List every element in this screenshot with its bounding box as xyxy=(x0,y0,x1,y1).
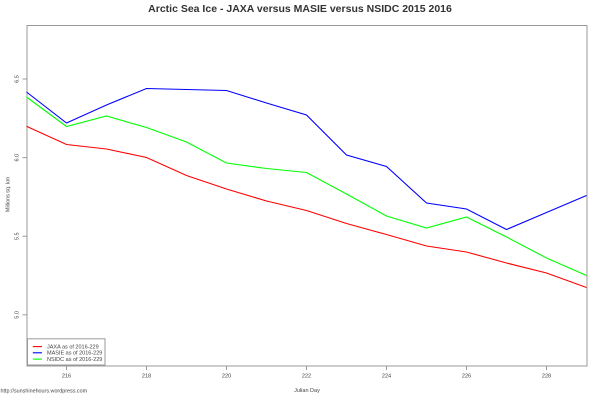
svg-text:226: 226 xyxy=(462,374,471,380)
svg-text:NSIDC as of 2016-229: NSIDC as of 2016-229 xyxy=(47,357,102,363)
svg-text:222: 222 xyxy=(302,374,311,380)
svg-text:JAXA as of 2016-229: JAXA as of 2016-229 xyxy=(47,344,99,350)
svg-text:224: 224 xyxy=(382,374,391,380)
svg-text:6.5: 6.5 xyxy=(15,75,21,83)
svg-text:http://sunshinehours.wordpress: http://sunshinehours.wordpress.com xyxy=(1,389,88,395)
svg-text:Millions sq. km: Millions sq. km xyxy=(5,176,11,212)
svg-text:220: 220 xyxy=(222,374,231,380)
svg-text:Arctic Sea Ice - JAXA versus M: Arctic Sea Ice - JAXA versus MASIE versu… xyxy=(148,3,452,15)
svg-text:5.0: 5.0 xyxy=(15,311,21,319)
svg-text:228: 228 xyxy=(542,374,551,380)
svg-text:216: 216 xyxy=(62,374,71,380)
svg-text:218: 218 xyxy=(142,374,151,380)
svg-text:6.0: 6.0 xyxy=(15,154,21,162)
svg-text:Julian Day: Julian Day xyxy=(294,388,320,394)
svg-text:5.5: 5.5 xyxy=(15,232,21,240)
svg-text:MASIE as of 2016-229: MASIE as of 2016-229 xyxy=(47,351,102,357)
